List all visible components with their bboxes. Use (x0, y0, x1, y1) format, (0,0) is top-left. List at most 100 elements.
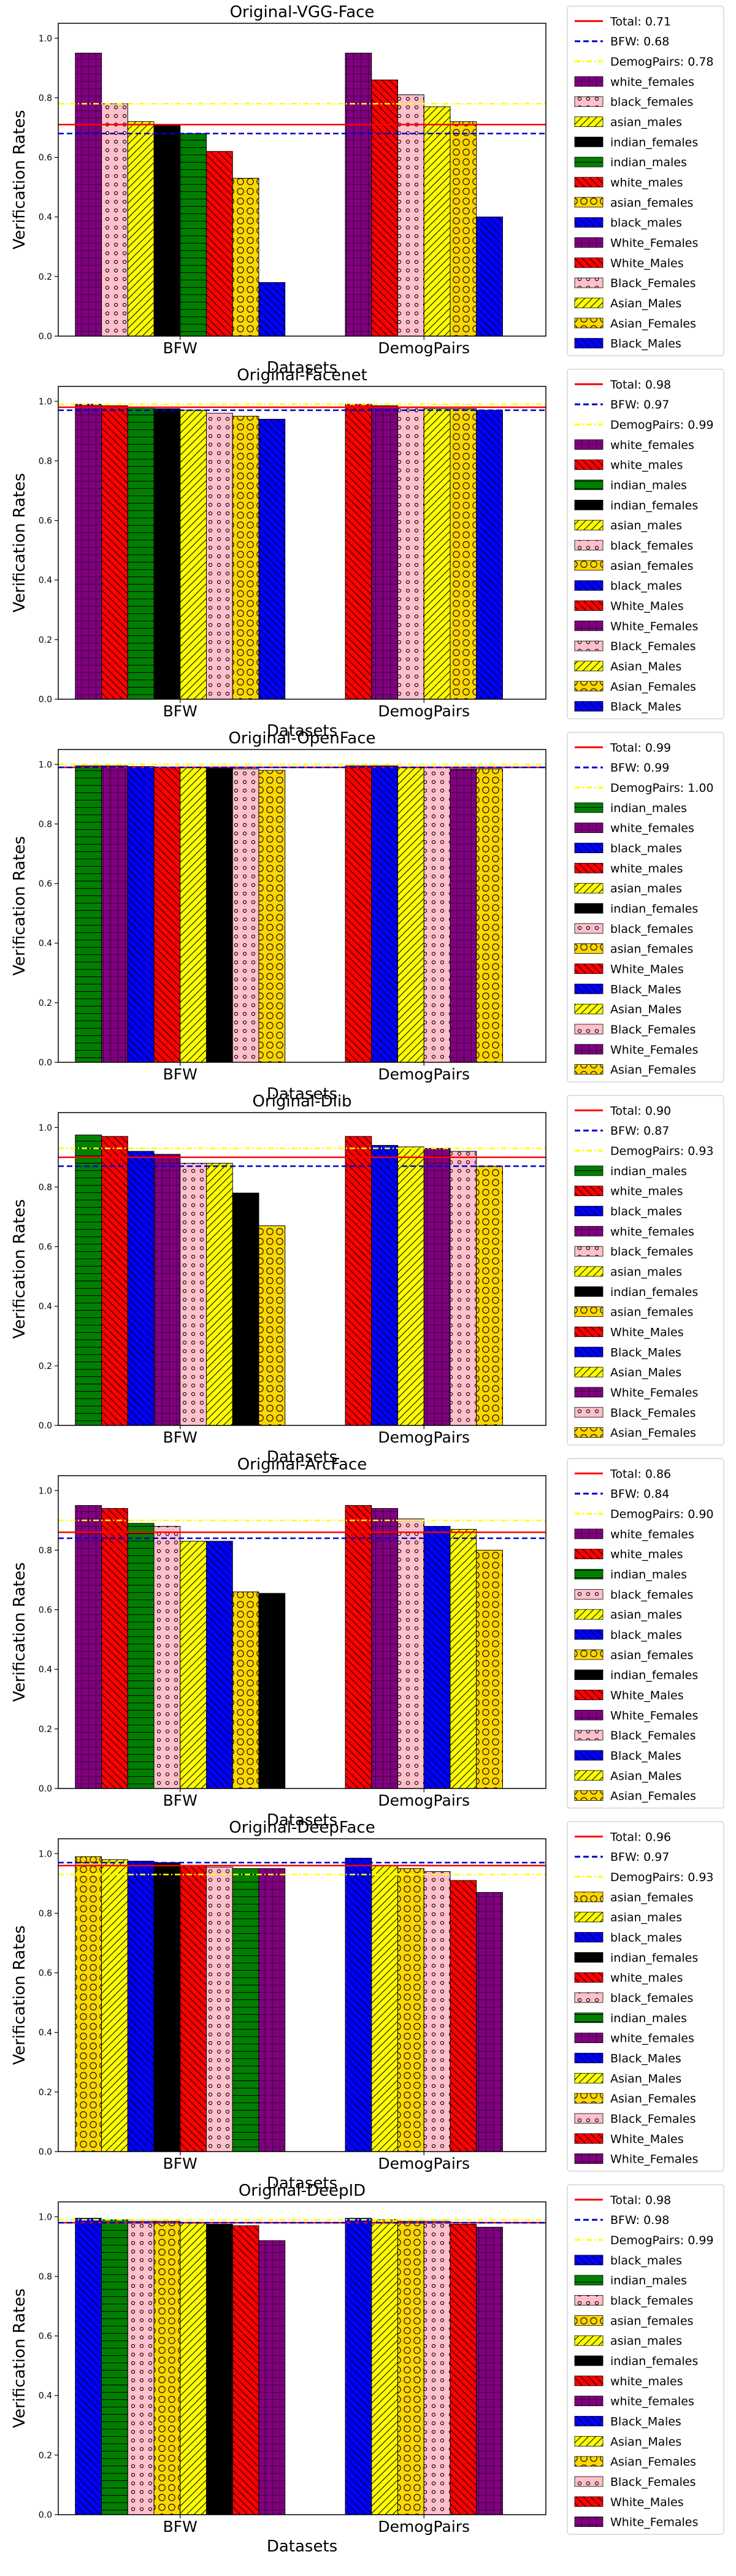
legend-label: black_females (610, 2294, 693, 2308)
legend-label: white_females (610, 822, 694, 835)
legend-label: Black_Females (610, 2112, 696, 2126)
bar-bfw-black-females (205, 1866, 233, 2152)
legend-swatch-asian-females (574, 1306, 604, 1317)
legend-label: Black_Males (610, 2052, 681, 2065)
legend-label: Asian_Females (610, 2092, 696, 2106)
legend-swatch-white-females (574, 1709, 604, 1720)
bar-bfw-asian-females (232, 416, 259, 700)
bar-bfw-white-males (153, 767, 181, 1063)
legend-swatch-indian-females (574, 2355, 604, 2366)
legend-label: Asian_Females (610, 317, 696, 331)
legend-swatch-asian-females (574, 1649, 604, 1660)
legend-label: Asian_Males (610, 297, 681, 310)
legend-swatch-white-females (574, 76, 604, 87)
legend-swatch-white-males (574, 1186, 604, 1197)
legend-label: indian_males (610, 479, 687, 493)
chart-title: Original-Dlib (252, 1092, 351, 1111)
legend-label: Total: 0.71 (610, 15, 671, 28)
bar-bfw-white-females (75, 1505, 102, 1789)
legend-swatch-indian-females (574, 499, 604, 510)
legend-label: Black_Males (610, 1346, 681, 1359)
legend-swatch-white-males (574, 2496, 604, 2507)
y-tick-label: 0.0 (39, 1058, 52, 1068)
legend-label: white_females (610, 1528, 694, 1541)
plot-area-frame (58, 1475, 546, 1789)
y-tick-label: 0.8 (39, 93, 52, 103)
plot-area-frame (58, 23, 546, 337)
bar-bfw-asian-females (258, 770, 286, 1063)
legend-label: Asian_Females (610, 680, 696, 694)
legend-swatch-asian-males (574, 2436, 604, 2447)
legend-swatch-white-females (574, 2517, 604, 2527)
plot-area-frame (58, 1112, 546, 1426)
y-tick-label: 1.0 (39, 397, 52, 407)
bar-bfw-indian-males (180, 133, 207, 337)
y-tick-label: 0.2 (39, 1362, 52, 1371)
bar-bfw-black-males (205, 1541, 233, 1789)
legend-label: asian_males (610, 1911, 682, 1925)
bar-bfw-black-males (127, 766, 155, 1063)
legend-swatch-asian-males (574, 1912, 604, 1923)
bar-demogpairs-white-females (450, 769, 477, 1063)
bar-bfw-indian-females (232, 1192, 259, 1426)
bar-demogpairs-black-males (476, 410, 503, 700)
y-tick-label: 0.4 (39, 576, 52, 586)
legend-label: black_females (610, 96, 693, 109)
legend-label: black_males (610, 2254, 682, 2267)
y-tick-label: 1.0 (39, 34, 52, 44)
y-tick-label: 0.6 (39, 880, 52, 889)
legend-swatch-indian-males (574, 2275, 604, 2286)
legend-swatch-asian-males (574, 2072, 604, 2083)
x-tick-label: BFW (163, 1065, 197, 1083)
legend-swatch-black-females (574, 1992, 604, 2003)
bar-bfw-asian-males (180, 2222, 207, 2515)
bar-bfw-asian-females (153, 2221, 181, 2515)
legend-label: white_males (610, 1185, 683, 1198)
legend: Total: 0.86 BFW: 0.84 DemogPairs: 0.90 whit… (567, 1458, 724, 1809)
y-axis-label: Verification Rates (10, 1199, 29, 1339)
legend-swatch-black-males (574, 580, 604, 591)
bar-demogpairs-asian-males (423, 106, 451, 337)
bar-demogpairs-asian-males (423, 408, 451, 700)
legend-label: Black_Males (610, 337, 681, 351)
bar-bfw-black-females (180, 1163, 207, 1426)
bar-bfw-asian-females (232, 1591, 259, 1789)
legend-label: indian_females (610, 902, 698, 916)
legend-swatch-asian-females (574, 943, 604, 954)
legend-label: indian_males (610, 2274, 687, 2288)
bar-bfw-indian-males (75, 1134, 102, 1426)
bar-demogpairs-black-males (345, 2218, 372, 2515)
legend-label: Asian_Males (610, 660, 681, 673)
bar-demogpairs-white-females (371, 1508, 399, 1789)
legend-label: BFW: 0.98 (610, 2214, 669, 2227)
legend-label: DemogPairs: 1.00 (610, 781, 714, 795)
bar-bfw-asian-males (180, 767, 207, 1063)
x-axis-label: Datasets (267, 2174, 337, 2193)
legend-label: Asian_Males (610, 1769, 681, 1783)
legend-label: White_Males (610, 599, 684, 613)
x-tick-label: DemogPairs (378, 2518, 470, 2536)
legend-label: Asian_Males (610, 2435, 681, 2448)
legend-label: BFW: 0.87 (610, 1124, 669, 1138)
legend-swatch-white-males (574, 1690, 604, 1700)
bar-bfw-indian-males (127, 407, 155, 700)
bar-demogpairs-black-females (423, 2221, 451, 2515)
bar-bfw-indian-females (153, 408, 181, 700)
y-tick-label: 0.6 (39, 1243, 52, 1252)
plot-area-frame (58, 749, 546, 1063)
y-tick-label: 1.0 (39, 1849, 52, 1859)
legend-label: black_females (610, 539, 693, 553)
legend-label: BFW: 0.84 (610, 1487, 669, 1501)
bar-bfw-white-males (180, 1865, 207, 2152)
chart-title: Original-Facenet (237, 366, 367, 385)
plot-area-frame (58, 1838, 546, 2152)
bar-demogpairs-asian-females (476, 1549, 503, 1789)
x-tick-label: BFW (163, 339, 197, 357)
legend-label: asian_males (610, 116, 682, 129)
y-axis-label: Verification Rates (10, 473, 29, 613)
y-tick-label: 0.4 (39, 2391, 52, 2401)
legend-swatch-asian-females (574, 560, 604, 571)
bar-demogpairs-asian-males (371, 2219, 399, 2515)
legend-label: indian_females (610, 1669, 698, 1682)
legend-label: indian_males (610, 802, 687, 815)
